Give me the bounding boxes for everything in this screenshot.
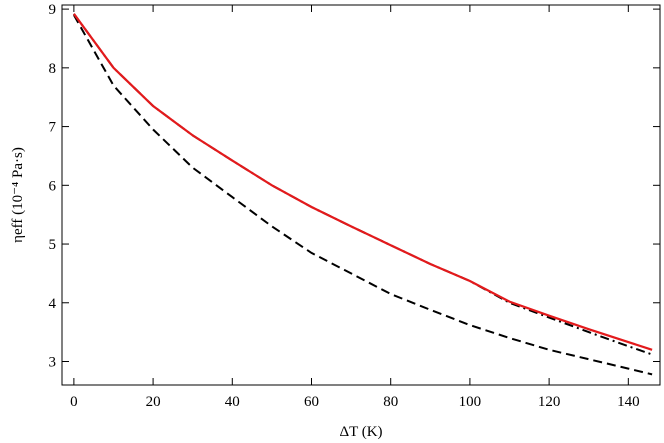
data-line [73,13,653,351]
y-axis-label: ηeff (10⁻⁴ Pa·s) [10,147,26,243]
x-tick-label: 100 [459,394,482,410]
data-line [73,13,653,356]
x-tick-label: 40 [225,394,240,410]
y-tick-label: 6 [49,178,57,194]
x-tick-label: 20 [146,394,161,410]
data-line [73,14,653,376]
y-tick-label: 7 [49,120,57,136]
x-axis-label: ΔT (K) [339,424,382,440]
plot-frame [61,4,661,386]
y-tick-label: 5 [49,237,57,253]
x-tick-label: 80 [383,394,398,410]
x-tick-label: 0 [70,394,78,410]
y-tick-label: 3 [49,355,57,371]
x-tick-label: 120 [538,394,561,410]
y-tick-label: 9 [49,2,57,18]
y-tick-label: 8 [49,61,57,77]
x-tick-label: 60 [304,394,319,410]
y-tick-label: 4 [49,296,57,312]
x-tick-label: 140 [617,394,640,410]
